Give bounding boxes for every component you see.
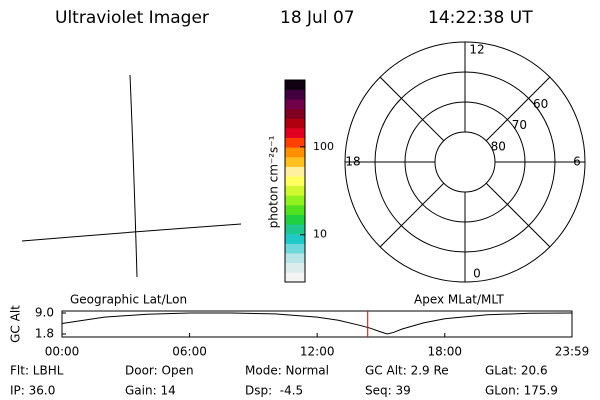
color-band: [285, 195, 305, 206]
mlt-line: [485, 76, 551, 142]
y-tick-label: 1.8: [35, 327, 54, 341]
color-band: [285, 176, 305, 187]
x-tick-label: 00:00: [45, 345, 80, 359]
mlt-line: [379, 182, 445, 248]
color-band: [285, 243, 305, 254]
mlt-line: [379, 76, 445, 142]
x-tick-label: 12:00: [300, 345, 335, 359]
lat-ring-label: 80: [491, 139, 506, 153]
info-field: Gain: 14: [125, 384, 176, 398]
mlt-label: 6: [573, 155, 581, 169]
colorbar-tick-label: 100: [313, 140, 334, 153]
date: 18 Jul 07: [280, 8, 355, 28]
lat-ring-label: 60: [533, 97, 548, 111]
y-tick-label: 9.0: [35, 306, 54, 320]
color-band: [285, 166, 305, 177]
color-band: [285, 156, 305, 167]
mlt-label: 0: [473, 267, 481, 281]
color-band: [285, 108, 305, 119]
color-band: [285, 224, 305, 235]
info-field: GLon: 175.9: [485, 384, 558, 398]
color-band: [285, 137, 305, 148]
color-band: [285, 147, 305, 158]
geo-grid: [21, 74, 242, 278]
color-band: [285, 89, 305, 100]
colorbar-tick-label: 10: [313, 228, 327, 241]
y-axis-label: GC Alt: [9, 305, 23, 343]
mlt-line: [485, 182, 551, 248]
x-tick-label: 06:00: [172, 345, 207, 359]
info-field: Seq: 39: [365, 384, 411, 398]
color-band: [285, 128, 305, 139]
info-field: Dsp: -4.5: [245, 384, 303, 398]
color-band: [285, 272, 305, 283]
color-band: [285, 185, 305, 196]
info-field: Flt: LBHL: [10, 364, 64, 378]
info-field: IP: 36.0: [10, 384, 55, 398]
right-title: Apex MLat/MLT: [414, 293, 504, 307]
x-tick-label: 18:00: [427, 345, 462, 359]
lat-ring-label: 70: [512, 118, 527, 132]
info-field: GLat: 20.6: [485, 364, 548, 378]
color-band: [285, 214, 305, 225]
mlt-label: 12: [469, 43, 484, 57]
color-band: [285, 262, 305, 273]
left-title: Geographic Lat/Lon: [70, 293, 187, 307]
instrument-title: Ultraviolet Imager: [55, 8, 209, 28]
latitude-line: [21, 223, 242, 242]
color-band: [285, 80, 305, 90]
altitude-line: [61, 312, 573, 335]
info-field: Door: Open: [125, 364, 194, 378]
color-band: [285, 205, 305, 215]
time: 14:22:38 UT: [428, 8, 533, 28]
color-band: [285, 253, 305, 264]
color-band: [285, 118, 305, 129]
colorbar-label: photon cm⁻²s⁻¹: [267, 135, 281, 228]
color-band: [285, 99, 305, 110]
colorbar-frame: [284, 79, 306, 283]
color-band: [285, 233, 305, 244]
longitude-line: [129, 74, 138, 278]
info-field: GC Alt: 2.9 Re: [365, 364, 449, 378]
x-tick-label: 23:59: [555, 345, 590, 359]
info-field: Mode: Normal: [245, 364, 329, 378]
lat-ring: [434, 131, 496, 193]
mlt-label: 18: [345, 155, 360, 169]
